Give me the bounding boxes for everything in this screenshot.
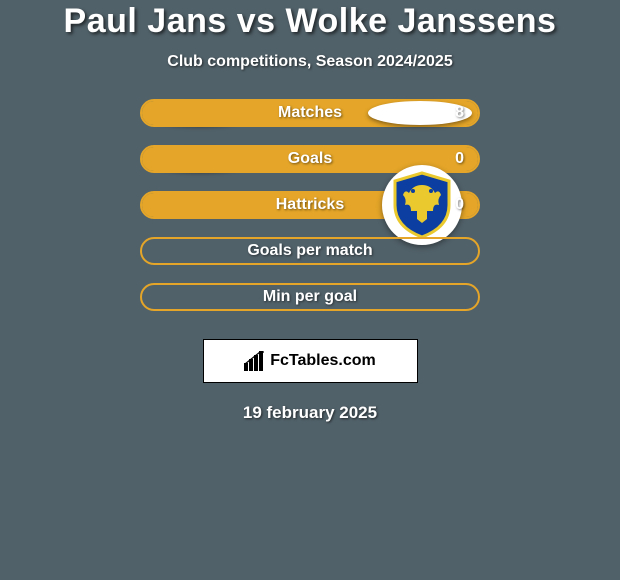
brand-text: FcTables.com	[270, 352, 376, 370]
stat-row: Goals per match	[140, 237, 480, 265]
brand-box: FcTables.com	[203, 339, 418, 383]
club-badge	[382, 165, 462, 245]
stat-value-right: 0	[455, 196, 464, 214]
comparison-card: Paul Jans vs Wolke Janssens Club competi…	[0, 0, 620, 423]
stat-rows: Matches 8 Goals 0 Hattricks 0 Goals per match M…	[140, 99, 480, 329]
stat-bar: Min per goal	[140, 283, 480, 311]
stat-label: Goals	[288, 150, 332, 168]
subtitle: Club competitions, Season 2024/2025	[167, 53, 452, 71]
stat-row: Matches 8	[140, 99, 480, 127]
stat-label: Matches	[278, 104, 342, 122]
stat-row: Min per goal	[140, 283, 480, 311]
page-title: Paul Jans vs Wolke Janssens	[64, 2, 557, 41]
bar-chart-icon	[244, 351, 266, 371]
stat-label: Min per goal	[263, 288, 357, 306]
stat-row: Hattricks 0	[140, 191, 480, 219]
date-text: 19 february 2025	[243, 403, 377, 423]
stat-label: Goals per match	[247, 242, 372, 260]
stat-bar: Goals per match	[140, 237, 480, 265]
stat-value-right: 8	[455, 104, 464, 122]
stat-label: Hattricks	[276, 196, 344, 214]
club-crest-icon	[391, 171, 453, 239]
stat-value-right: 0	[455, 150, 464, 168]
